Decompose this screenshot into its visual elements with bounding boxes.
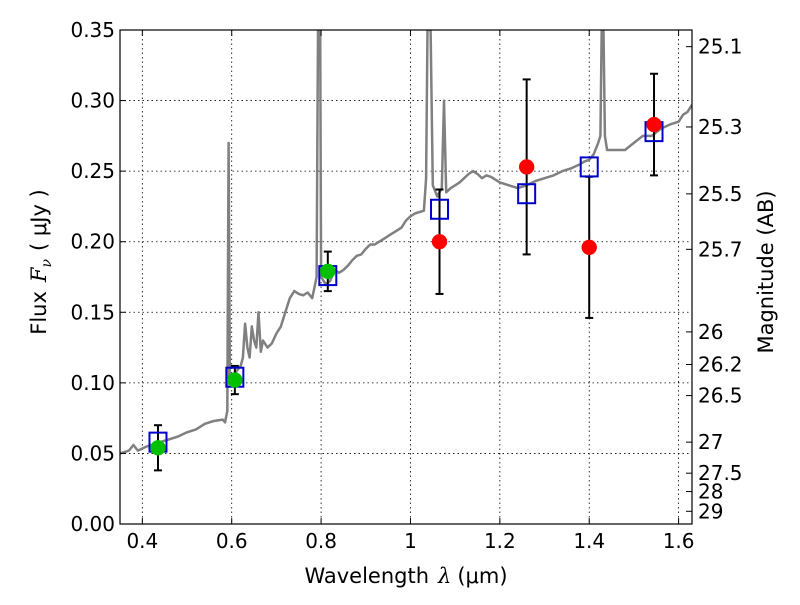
plot-frame [119, 29, 693, 525]
y-axis-label: Flux Fν ( μJy ) [27, 189, 55, 334]
y-tick-label: 0.15 [70, 300, 115, 324]
spectrum-line [120, 30, 692, 455]
y-tick-label: 0.35 [70, 18, 115, 42]
tick-layer: 0.4 0.6 0.8 1 1.2 1.4 1.6 0.00 0.05 0.10 0.15 0.20 0… [70, 18, 742, 553]
mag-tick-label: 27 [698, 430, 723, 454]
x-tick-label: 0.4 [126, 529, 158, 553]
y-axis-label-subscript: ν [39, 259, 55, 268]
green-data-point [150, 440, 166, 456]
x-tick-label: 1.4 [573, 529, 605, 553]
mag-tick-label: 29 [698, 499, 723, 523]
x-tick-label: 0.8 [305, 529, 337, 553]
y-axis-label-unit: ( μJy ) [27, 189, 51, 251]
mag-tick-label: 25.7 [698, 237, 743, 261]
x-tick-label: 1.2 [484, 529, 516, 553]
y-tick-label: 0.00 [70, 512, 115, 536]
y-tick-label: 0.25 [70, 159, 115, 183]
y-tick-label: 0.10 [70, 371, 115, 395]
mag-tick-label: 25.3 [698, 115, 743, 139]
y2-axis-label: Magnitude (AB) [754, 190, 778, 353]
y-axis-label-main: Flux [27, 291, 51, 335]
red-data-point [518, 159, 535, 175]
red-data-point [646, 116, 662, 133]
mag-tick-label: 25.5 [698, 182, 743, 206]
red-data-point [581, 239, 597, 256]
x-axis-label-symbol: λ [437, 564, 451, 588]
mag-tick-label: 25.1 [698, 35, 743, 59]
mag-tick-label: 26.2 [698, 353, 743, 377]
data-layer [120, 30, 692, 472]
model-square-marker [517, 183, 537, 205]
mag-tick-label: 26 [698, 320, 723, 344]
mag-tick-label: 26.5 [698, 384, 743, 408]
model-square-marker [579, 156, 599, 178]
x-axis-label-unit: (μm) [457, 564, 507, 588]
mag-tick-label: 27.5 [698, 461, 743, 485]
model-square-marker [430, 198, 450, 220]
green-data-point [227, 372, 243, 388]
x-tick-label: 1 [404, 529, 417, 553]
x-axis-label-main: Wavelength [304, 564, 429, 588]
x-axis-label: Wavelength λ (μm) [304, 564, 507, 588]
y-tick-label: 0.30 [70, 89, 115, 113]
y-tick-label: 0.05 [70, 441, 115, 465]
green-data-point [320, 263, 336, 280]
y-tick-label: 0.20 [70, 230, 115, 254]
mag-tick-label: 28 [698, 480, 723, 504]
x-tick-label: 0.6 [216, 529, 248, 553]
y-axis-label-symbol: F [27, 266, 51, 283]
red-data-point [431, 233, 448, 250]
x-tick-label: 1.6 [663, 529, 695, 553]
